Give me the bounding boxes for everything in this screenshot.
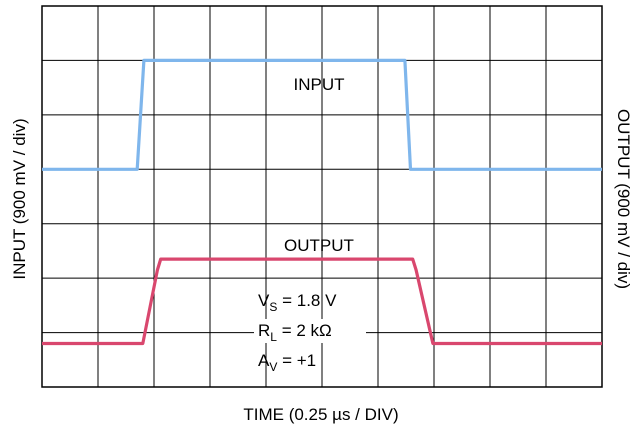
- x-axis-label: TIME (0.25 µs / DIV): [243, 405, 398, 424]
- annotation-rl-rest: = 2 kΩ: [277, 321, 332, 340]
- annotation-rl-base: R: [258, 321, 270, 340]
- annotation-vs-sub: S: [269, 300, 277, 314]
- annotation-vs-rest: = 1.8 V: [277, 291, 337, 310]
- trace-input: [42, 58, 602, 171]
- annotation-rl: RL = 2 kΩ: [258, 321, 332, 344]
- y-axis-label-right: OUTPUT (900 mV / div): [614, 109, 633, 289]
- labels: INPUT OUTPUT VS = 1.8 V RL = 2 kΩ AV = +…: [10, 75, 633, 424]
- plot-frame: [41, 5, 603, 388]
- annotation-rl-sub: L: [270, 330, 277, 344]
- annotation-av-rest: = +1: [277, 351, 316, 370]
- annotation-rl-bg: [254, 319, 366, 343]
- annotation-av-base: A: [258, 351, 270, 370]
- annotation-av: AV = +1: [258, 351, 316, 374]
- y-axis-label-left: INPUT (900 mV / div): [10, 118, 29, 279]
- annotation-av-sub: V: [269, 360, 277, 374]
- annotation-input: INPUT: [294, 75, 345, 94]
- trace-output: [42, 257, 602, 346]
- annotation-vs: VS = 1.8 V: [258, 291, 337, 314]
- traces: [42, 58, 602, 346]
- annotation-vs-base: V: [258, 291, 270, 310]
- annotation-output: OUTPUT: [284, 236, 354, 255]
